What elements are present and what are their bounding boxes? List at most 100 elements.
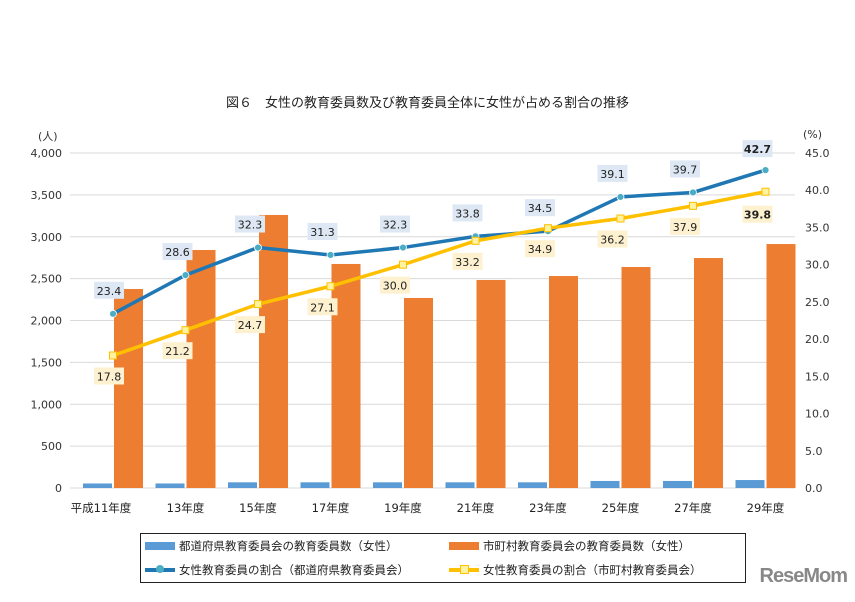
left-tick-label: 4,000 [31,147,63,160]
data-label: 36.2 [600,234,625,247]
right-tick-label: 30.0 [805,259,830,272]
right-tick-label: 15.0 [805,370,830,383]
point-prefecture [616,193,625,201]
data-label: 28.6 [165,246,190,259]
data-label: 27.1 [310,301,335,314]
data-label-bg [162,243,193,261]
data-label-bg [525,240,555,258]
right-tick-label: 10.0 [805,408,830,421]
bar-prefecture [373,482,402,488]
bar-municipal [186,249,216,488]
legend-label: 市町村教育委員会の教育委員数（女性） [483,539,690,553]
bar-prefecture [590,480,620,488]
data-label-bg [380,276,410,294]
legend-label: 都道府県教育委員会の教育委員数（女性） [179,539,398,553]
legend: 都道府県教育委員会の教育委員数（女性） 市町村教育委員会の教育委員数（女性） 女… [140,533,746,583]
right-tick-label: 5.0 [805,445,823,458]
line-prefecture-ratio [112,168,767,316]
resemom-logo: ReseMom [759,565,848,587]
right-tick-label: 25.0 [805,296,830,309]
data-label-bg [525,199,555,217]
data-label: 33.2 [455,256,480,269]
point-prefecture [254,243,262,252]
data-label: 24.7 [238,319,263,332]
data-label: 21.2 [165,345,190,358]
left-tick-label: 3,000 [31,231,63,244]
left-tick-label: 3,500 [31,189,63,202]
bar-prefecture [228,482,257,488]
data-label: 32.3 [238,219,263,232]
bar-municipal [476,279,506,488]
x-tick-label: 13年度 [167,501,205,515]
bar-prefecture [83,483,112,488]
bar-municipal [404,297,433,488]
point-municipal [616,214,625,223]
point-municipal [544,224,552,233]
data-label-bg [670,160,700,178]
bar-prefecture [518,482,547,488]
legend-swatch [145,565,175,573]
point-prefecture [689,188,697,197]
right-tick-label: 0.0 [805,482,823,495]
data-label: 23.4 [97,285,122,298]
bar-municipal [694,258,723,488]
right-tick-label: 35.0 [805,221,830,234]
data-label-bg [742,205,773,223]
data-label-bg [597,230,628,248]
data-label-bg [670,217,700,235]
data-label-bg [235,316,265,334]
data-label-bg [597,164,628,182]
point-municipal [689,201,697,210]
point-municipal [471,236,480,245]
data-label-bg [452,252,483,270]
bar-prefecture [663,480,692,488]
legend-swatch [449,565,479,574]
point-prefecture [326,251,335,259]
bar-municipal [114,289,143,488]
right-axis-unit: (%) [803,128,823,141]
x-tick-label: 25年度 [602,501,640,515]
data-label: 30.0 [383,280,408,293]
point-municipal [254,300,262,309]
bar-prefecture [735,480,765,488]
x-tick-label: 21年度 [457,501,495,515]
point-municipal [761,187,770,196]
legend-item: 女性教育委員の割合（都道府県教育委員会） [145,562,409,578]
legend-swatch [449,542,479,550]
bar-prefecture [445,482,475,488]
data-label-bg [742,140,773,158]
legend-label: 女性教育委員の割合（市町村教育委員会） [483,563,702,577]
line-municipal-ratio [112,189,766,358]
point-municipal [326,282,335,291]
data-label: 37.9 [673,221,698,234]
data-label-bg [307,298,338,316]
data-label-bg [94,281,124,299]
point-prefecture [399,243,407,252]
x-tick-label: 23年度 [529,501,567,515]
left-tick-label: 2,500 [31,273,63,286]
point-prefecture [761,166,770,175]
legend-swatch [145,542,175,550]
left-tick-label: 1,000 [31,398,63,411]
data-label: 32.3 [383,219,408,232]
legend-item: 女性教育委員の割合（市町村教育委員会） [449,562,702,578]
left-tick-label: 0 [55,482,62,495]
chart-title: 図６ 女性の教育委員数及び教育委員全体に女性が占める割合の推移 [225,96,629,111]
right-tick-label: 45.0 [805,147,830,160]
data-label: 39.1 [600,168,625,181]
data-label-bg [162,342,193,360]
bar-municipal [766,244,796,488]
bar-municipal [621,266,651,488]
data-label: 34.9 [528,243,553,256]
legend-item: 市町村教育委員会の教育委員数（女性） [449,538,690,554]
data-label: 33.8 [455,207,480,220]
left-tick-label: 500 [41,440,62,453]
bar-municipal [549,276,578,488]
bar-prefecture [155,483,185,488]
legend-label: 女性教育委員の割合（都道府県教育委員会） [179,563,409,577]
point-municipal [181,326,190,335]
x-tick-label: 29年度 [747,501,785,515]
bar-municipal [331,263,361,488]
